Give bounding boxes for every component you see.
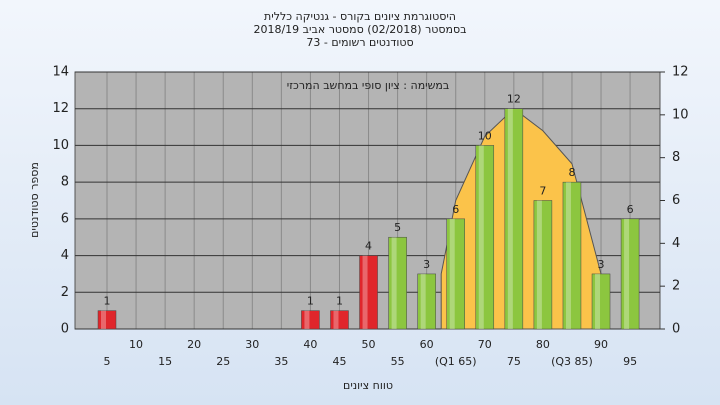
- y-tick-label: 2: [61, 285, 69, 300]
- data-label: 1: [104, 295, 111, 308]
- bar: [388, 236, 407, 330]
- data-label: 7: [539, 185, 546, 198]
- x-tick-label: 50: [362, 338, 376, 351]
- x-tick-label: 10: [129, 338, 143, 351]
- bar-shine: [449, 218, 455, 329]
- bar: [359, 255, 378, 330]
- data-label: 4: [365, 240, 372, 253]
- y2-tick-label: 10: [672, 107, 689, 122]
- bar-shine: [333, 310, 339, 329]
- x-tick-label: 40: [303, 338, 317, 351]
- x-tick-label: 15: [158, 355, 172, 368]
- data-label: 1: [336, 295, 343, 308]
- x-tick-label: 80: [536, 338, 550, 351]
- bar-shine: [420, 273, 426, 329]
- y-axis-label: מספר סטודנטים: [28, 162, 41, 238]
- data-label: 10: [478, 129, 492, 142]
- bar: [301, 310, 320, 330]
- bar-shine: [507, 108, 513, 329]
- bar-shine: [101, 310, 106, 329]
- y-tick-label: 8: [61, 175, 69, 190]
- bar-shine: [595, 273, 601, 329]
- y-tick-label: 14: [52, 65, 69, 80]
- bar: [417, 273, 436, 330]
- chart-subtitle: בסמסטר (02/2018) סמסטר אביב 2018/19: [253, 23, 466, 36]
- bar: [620, 218, 640, 330]
- data-label: 3: [598, 258, 605, 271]
- x-tick-label: 35: [274, 355, 288, 368]
- y2-tick-label: 4: [672, 236, 680, 251]
- y2-tick-label: 8: [672, 150, 680, 165]
- bar: [591, 273, 611, 330]
- chart-subtitle: סטודנטים רשומים - 73: [306, 36, 413, 49]
- bar-shine: [391, 237, 397, 329]
- data-label: 8: [568, 166, 575, 179]
- y2-tick-label: 12: [672, 65, 689, 80]
- x-axis-label: טווח ציונים: [343, 379, 393, 392]
- x-tick-label: 55: [391, 355, 405, 368]
- bar: [97, 310, 117, 330]
- bar: [446, 218, 465, 330]
- bar: [475, 145, 495, 330]
- x-tick-label: (Q1 65): [435, 355, 477, 368]
- bar-shine: [304, 310, 310, 329]
- annotation: במשימה : ציון סופי במחשב המרכזי: [287, 79, 450, 92]
- x-tick-label: 90: [594, 338, 608, 351]
- x-tick-label: 25: [216, 355, 230, 368]
- data-label: 5: [394, 221, 401, 234]
- data-label: 12: [507, 93, 521, 106]
- x-tick-label: 70: [478, 338, 492, 351]
- y-tick-label: 0: [61, 322, 69, 337]
- x-tick-label: 60: [420, 338, 434, 351]
- bar: [504, 108, 524, 330]
- bar-shine: [565, 182, 571, 329]
- y-tick-label: 4: [61, 248, 69, 263]
- data-label: 3: [423, 258, 430, 271]
- data-label: 6: [627, 203, 634, 216]
- x-tick-label: 45: [332, 355, 346, 368]
- chart-title: היסטוגרמת ציונים בקורס - גנטיקה כללית: [264, 10, 456, 23]
- x-tick-label: 30: [245, 338, 259, 351]
- x-tick-label: 5: [104, 355, 111, 368]
- x-tick-label: 75: [507, 355, 521, 368]
- y2-tick-label: 2: [672, 279, 680, 294]
- bar-shine: [624, 218, 630, 329]
- bar: [330, 310, 349, 330]
- y2-tick-label: 6: [672, 193, 680, 208]
- y-tick-label: 10: [52, 138, 69, 153]
- bar-shine: [478, 145, 484, 329]
- y2-tick-label: 0: [672, 322, 680, 337]
- data-label: 6: [452, 203, 459, 216]
- x-tick-label: 20: [187, 338, 201, 351]
- bar-shine: [536, 200, 542, 329]
- x-tick-label: 95: [623, 355, 637, 368]
- y-tick-label: 12: [52, 101, 69, 116]
- bar-shine: [362, 255, 368, 329]
- data-label: 1: [307, 295, 314, 308]
- bar: [533, 200, 553, 330]
- bar: [562, 181, 582, 330]
- y-tick-label: 6: [61, 211, 69, 226]
- x-tick-label: (Q3 85): [551, 355, 593, 368]
